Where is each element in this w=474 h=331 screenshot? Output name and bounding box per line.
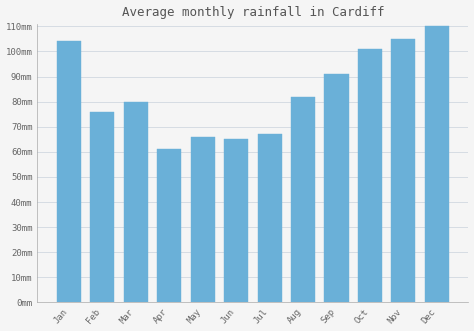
Bar: [257, 134, 282, 303]
Bar: [224, 139, 248, 303]
Bar: [157, 149, 181, 303]
Bar: [124, 102, 148, 303]
Bar: [291, 97, 315, 303]
Bar: [91, 112, 114, 303]
Bar: [57, 41, 81, 303]
Bar: [324, 74, 348, 303]
Bar: [425, 26, 449, 303]
Bar: [358, 49, 382, 303]
Bar: [191, 137, 215, 303]
Bar: [392, 39, 415, 303]
Title: Average monthly rainfall in Cardiff: Average monthly rainfall in Cardiff: [122, 6, 384, 19]
